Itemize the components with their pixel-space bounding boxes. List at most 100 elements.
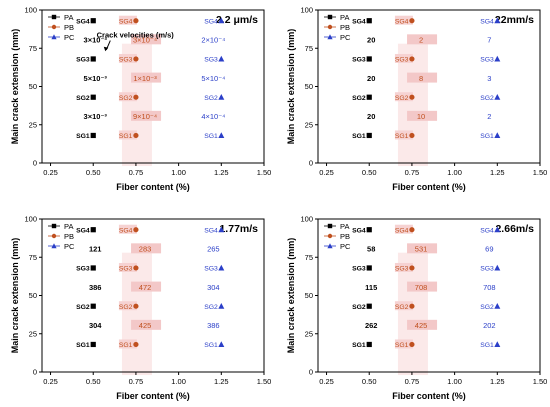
point-label: SG4	[76, 227, 90, 234]
data-point-pb	[409, 265, 415, 271]
x-axis-label: Fiber content (%)	[116, 391, 190, 401]
data-point-pb	[409, 94, 415, 100]
point-label: SG3	[480, 266, 494, 273]
velocity-label-pb: 708	[415, 283, 428, 292]
point-label: SG1	[119, 342, 133, 349]
point-label: SG3	[395, 57, 409, 64]
legend-label-pb: PB	[64, 232, 74, 241]
data-point-pb	[409, 132, 415, 139]
point-label: SG4	[352, 18, 366, 25]
x-tick-label: 1.50	[533, 377, 548, 386]
y-axis-label: Main crack extension (mm)	[10, 29, 20, 145]
legend-marker-pa	[327, 14, 333, 20]
point-label: SG3	[352, 57, 366, 64]
velocity-label-pc: 3	[487, 74, 491, 83]
point-label: SG2	[204, 304, 218, 311]
point-label: SG3	[204, 266, 218, 273]
x-tick-label: 1.25	[214, 168, 229, 177]
sg-label-highlight	[394, 301, 413, 311]
legend-label-pb: PB	[340, 23, 350, 32]
velocity-highlight	[407, 72, 438, 83]
panel-title: 22mm/s	[495, 14, 534, 26]
data-point-pc	[218, 303, 225, 309]
x-tick-label: 1.25	[490, 377, 505, 386]
velocity-label-pc: 69	[485, 245, 493, 254]
point-label: SG3	[119, 57, 133, 64]
x-tick-label: 1.00	[171, 377, 186, 386]
x-tick-label: 1.25	[490, 168, 505, 177]
velocity-label-pa: 115	[365, 283, 377, 292]
sg-label-highlight	[118, 53, 137, 63]
velocity-label-pc: 304	[207, 283, 220, 292]
legend-label-pa: PA	[64, 13, 73, 22]
sg-label-highlight	[118, 301, 137, 311]
y-tick-label: 50	[29, 82, 37, 91]
velocity-label-pa: 5×10⁻³	[84, 74, 108, 83]
legend-label-pb: PB	[340, 232, 350, 241]
x-tick-label: 0.75	[129, 168, 144, 177]
y-axis-label: Main crack extension (mm)	[286, 238, 296, 354]
y-tick-label: 25	[305, 120, 313, 129]
velocity-highlight	[407, 110, 438, 121]
legend-marker-pa	[51, 223, 57, 229]
sg-label-highlight	[394, 130, 413, 140]
x-tick-label: 1.00	[447, 168, 462, 177]
data-point-pb	[409, 227, 415, 233]
point-label: SG1	[204, 342, 218, 349]
velocity-highlight	[407, 243, 438, 254]
velocity-label-pb: 1×10⁻³	[133, 74, 157, 83]
data-point-pc	[218, 132, 225, 139]
y-tick-label: 50	[305, 82, 313, 91]
x-tick-label: 0.50	[86, 377, 101, 386]
data-point-pc	[494, 17, 501, 24]
point-label: SG2	[352, 304, 366, 311]
data-point-pc	[494, 55, 501, 62]
velocity-label-pa: 58	[367, 245, 375, 254]
velocity-label-pc: 4×10⁻⁴	[201, 112, 225, 121]
chart-panel-4: 0.25 0.50 0.75 1.00 1.25 1.50 0 25 50 75 100 Fiber …	[286, 215, 547, 402]
velocity-label-pa: 121	[89, 245, 102, 254]
sg-label-highlight	[118, 130, 137, 140]
y-tick-label: 100	[300, 6, 313, 15]
y-axis-label: Main crack extension (mm)	[286, 29, 296, 145]
point-label: SG3	[395, 266, 409, 273]
velocity-highlight	[131, 281, 162, 292]
legend-label-pa: PA	[340, 13, 349, 22]
x-tick-label: 1.00	[171, 168, 186, 177]
y-tick-label: 25	[29, 329, 37, 338]
point-label: SG2	[395, 95, 409, 102]
data-point-pb	[133, 227, 139, 233]
pb-highlight-column	[121, 252, 152, 376]
y-tick-label: 75	[305, 44, 313, 53]
legend-label-pc: PC	[64, 33, 75, 42]
data-point-pb	[133, 265, 139, 271]
data-point-pb	[409, 18, 415, 24]
x-tick-label: 0.75	[129, 377, 144, 386]
legend-marker-pc	[51, 34, 57, 40]
velocity-label-pb: 425	[415, 321, 428, 330]
data-point-pa	[366, 94, 372, 100]
velocity-highlight	[407, 34, 438, 45]
point-label: SG1	[76, 133, 90, 140]
sg-label-highlight	[394, 339, 413, 349]
pb-highlight-column	[121, 43, 152, 167]
data-point-pa	[366, 341, 372, 348]
point-label: SG1	[352, 133, 366, 140]
velocity-highlight	[131, 110, 162, 121]
x-tick-label: 0.25	[43, 168, 58, 177]
point-label: SG1	[352, 342, 366, 349]
point-label: SG2	[76, 95, 90, 102]
annotation-text: Crack velocities (m/s)	[97, 31, 175, 40]
data-point-pc	[494, 264, 501, 271]
legend-marker-pb	[51, 24, 57, 30]
velocity-label-pa: 3×10⁻³	[84, 112, 108, 121]
velocity-label-pa: 386	[89, 283, 102, 292]
pb-highlight-column	[397, 252, 428, 376]
legend-label-pa: PA	[340, 222, 349, 231]
data-point-pa	[366, 56, 372, 62]
point-label: SG2	[119, 95, 133, 102]
sg-label-highlight	[118, 339, 137, 349]
y-tick-label: 0	[33, 368, 37, 377]
velocity-label-pc: 202	[483, 321, 496, 330]
point-label: SG1	[76, 342, 90, 349]
